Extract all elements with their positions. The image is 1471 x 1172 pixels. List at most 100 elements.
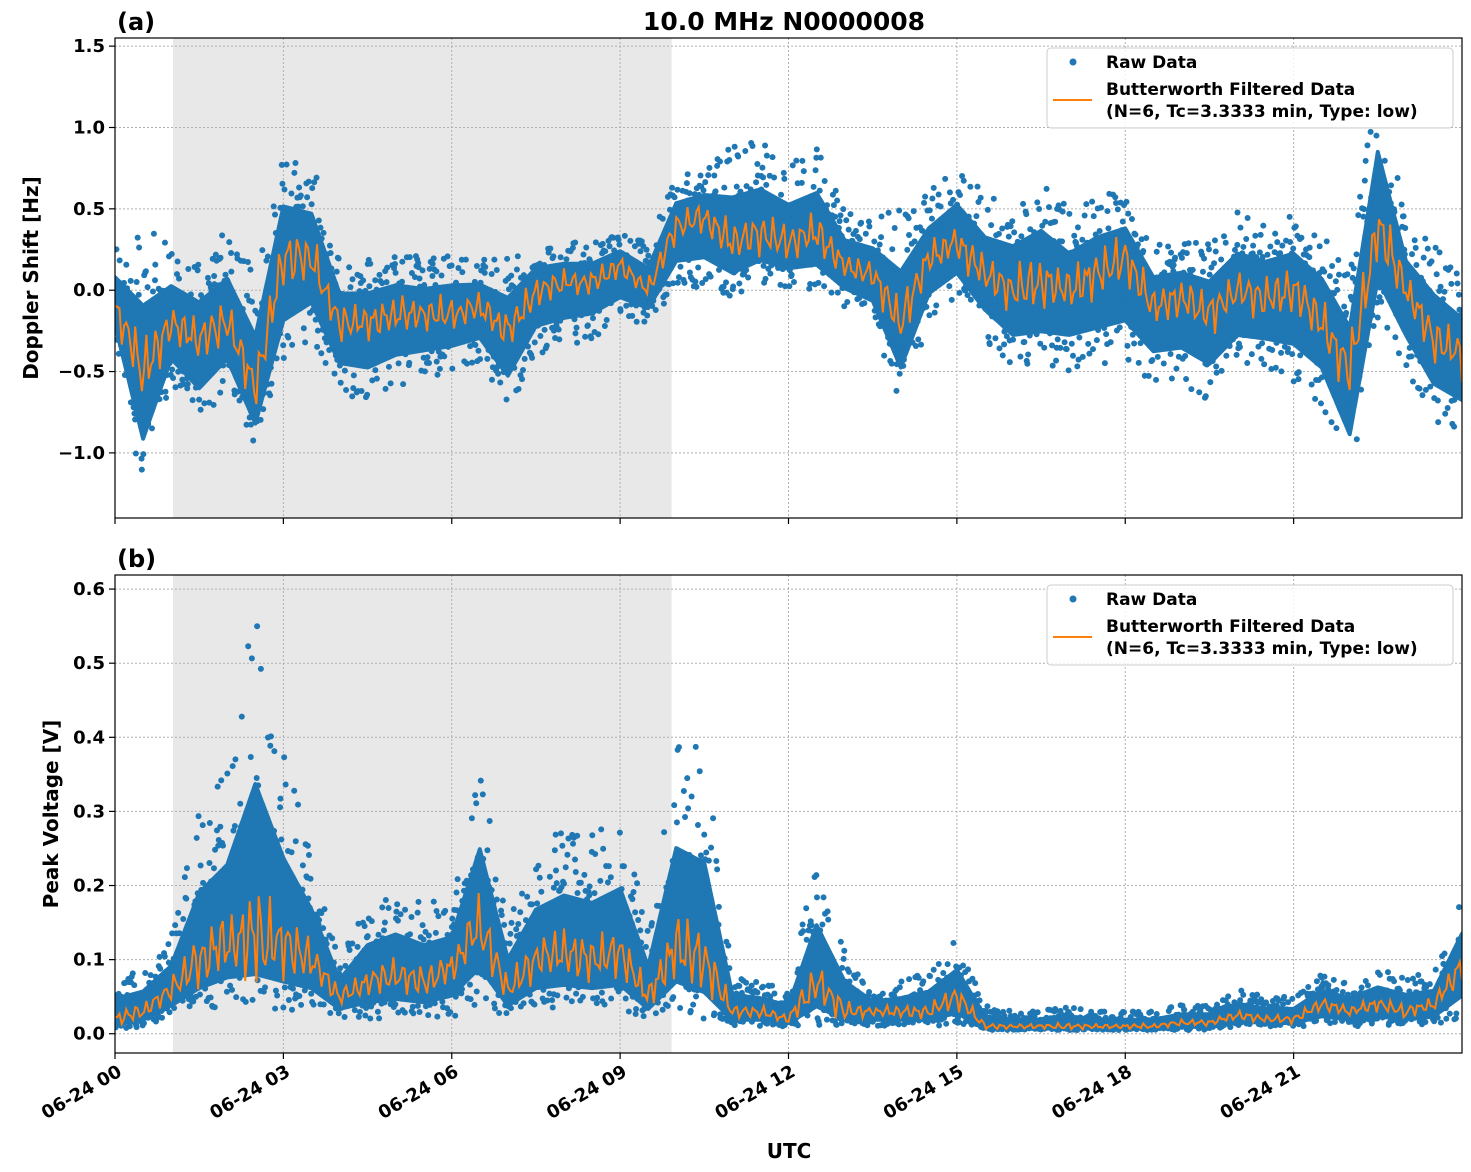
raw-point <box>933 302 940 309</box>
raw-point <box>890 331 897 338</box>
raw-point <box>621 232 628 239</box>
raw-point <box>172 922 179 929</box>
raw-point <box>1295 376 1302 383</box>
raw-point <box>1037 340 1044 347</box>
raw-point <box>679 249 686 256</box>
raw-point <box>1194 1002 1201 1009</box>
raw-point <box>169 930 176 937</box>
raw-point <box>1146 337 1153 344</box>
raw-point <box>264 969 271 976</box>
raw-point <box>1371 175 1378 182</box>
raw-point <box>582 297 589 304</box>
raw-point <box>978 301 985 308</box>
raw-point <box>716 266 723 273</box>
raw-point <box>157 965 164 972</box>
raw-point <box>1123 198 1130 205</box>
raw-point <box>1270 332 1277 339</box>
raw-point <box>258 309 265 316</box>
raw-point <box>1225 993 1232 1000</box>
raw-point <box>854 971 861 978</box>
raw-point <box>983 236 990 243</box>
raw-point <box>945 209 952 216</box>
raw-point <box>1010 336 1017 343</box>
raw-point <box>1031 1013 1038 1020</box>
raw-point <box>1088 248 1095 255</box>
raw-point <box>503 1010 510 1017</box>
raw-point <box>942 175 949 182</box>
raw-point <box>1188 386 1195 393</box>
raw-point <box>446 935 453 942</box>
raw-point <box>549 1004 556 1011</box>
raw-point <box>277 204 284 211</box>
raw-point <box>336 970 343 977</box>
raw-point <box>448 262 455 269</box>
raw-point <box>1079 236 1086 243</box>
raw-point <box>264 253 271 260</box>
raw-point <box>309 185 316 192</box>
raw-point <box>147 972 154 979</box>
raw-point <box>323 940 330 947</box>
raw-point <box>296 184 303 191</box>
raw-point <box>872 314 879 321</box>
raw-point <box>1210 334 1217 341</box>
raw-point <box>431 1000 438 1007</box>
raw-point <box>532 313 539 320</box>
raw-point <box>697 857 704 864</box>
raw-point <box>654 999 661 1006</box>
raw-point <box>285 996 292 1003</box>
raw-point <box>344 971 351 978</box>
raw-point <box>1268 365 1275 372</box>
raw-point <box>559 842 566 849</box>
raw-point <box>906 231 913 238</box>
raw-point <box>866 988 873 995</box>
raw-point <box>313 174 320 181</box>
raw-point <box>1118 291 1125 298</box>
raw-point <box>1372 182 1379 189</box>
raw-point <box>999 352 1006 359</box>
raw-point <box>702 179 709 186</box>
raw-point <box>171 296 178 303</box>
raw-point <box>774 204 781 211</box>
raw-point <box>1070 1005 1077 1012</box>
raw-point <box>764 1020 771 1027</box>
raw-point <box>1031 229 1038 236</box>
raw-point <box>812 1000 819 1007</box>
x-tick-label: 06-24 03 <box>206 1061 293 1124</box>
raw-point <box>837 938 844 945</box>
raw-point <box>291 169 298 176</box>
raw-point <box>1016 1018 1023 1025</box>
raw-point <box>318 235 325 242</box>
raw-point <box>806 1006 813 1013</box>
raw-point <box>1360 990 1367 997</box>
raw-point <box>531 339 538 346</box>
raw-point <box>465 963 472 970</box>
raw-point <box>335 1010 342 1017</box>
raw-point <box>817 154 824 161</box>
raw-point <box>999 225 1006 232</box>
raw-point <box>592 239 599 246</box>
raw-point <box>688 793 695 800</box>
raw-point <box>889 1020 896 1027</box>
raw-point <box>226 864 233 871</box>
raw-point <box>507 1005 514 1012</box>
raw-point <box>644 927 651 934</box>
raw-point <box>947 973 954 980</box>
raw-point <box>481 269 488 276</box>
raw-point <box>1411 237 1418 244</box>
raw-point <box>837 212 844 219</box>
raw-point <box>1339 988 1346 995</box>
raw-point <box>797 201 804 208</box>
raw-point <box>1147 279 1154 286</box>
raw-point <box>229 291 236 298</box>
raw-point <box>628 920 635 927</box>
raw-point <box>457 289 464 296</box>
raw-point <box>420 936 427 943</box>
raw-point <box>820 1007 827 1014</box>
raw-point <box>1406 344 1413 351</box>
raw-point <box>1230 253 1237 260</box>
raw-point <box>551 847 558 854</box>
raw-point <box>261 303 268 310</box>
raw-point <box>154 379 161 386</box>
raw-point <box>543 342 550 349</box>
raw-point <box>896 207 903 214</box>
